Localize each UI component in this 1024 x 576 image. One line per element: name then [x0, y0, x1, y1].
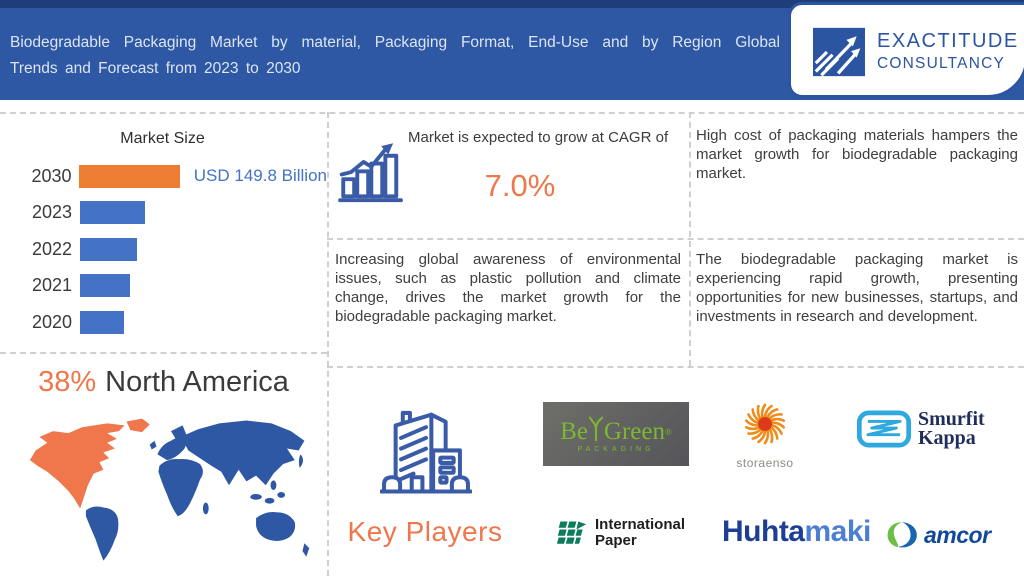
- logo-name-line1: EXACTITUDE: [877, 30, 1019, 52]
- bar-year-label: 2021: [31, 275, 72, 296]
- bar-row: 2020: [0, 304, 327, 341]
- bar: [80, 310, 124, 334]
- exactitude-arrows-icon: [813, 27, 865, 77]
- bar: [80, 201, 145, 225]
- report-title: Biodegradable Packaging Market by materi…: [10, 30, 780, 82]
- company-logo: EXACTITUDE CONSULTANCY: [788, 2, 1024, 98]
- bar-year-label: 2020: [31, 311, 72, 332]
- begreen-leaf-icon: [588, 416, 603, 441]
- ip-line2: Paper: [595, 532, 637, 549]
- building-icon: [380, 410, 472, 494]
- bar-row: 2021: [0, 268, 327, 305]
- cagr-value: 7.0%: [484, 168, 556, 203]
- insight-restraint: High cost of packaging materials hampers…: [696, 127, 1018, 182]
- chart-title: Market Size: [120, 130, 205, 147]
- divider-horizontal: [327, 366, 1024, 368]
- bar-value-label: USD 149.8 Billion: [193, 166, 327, 186]
- company-logo-text: EXACTITUDE CONSULTANCY: [877, 30, 1019, 73]
- huhtamaki-part2: maki: [804, 515, 872, 548]
- divider-vertical: [327, 112, 329, 576]
- growth-chart-icon: [338, 143, 403, 203]
- report-title-line2: Trends and Forecast from 2023 to 2030: [10, 60, 301, 77]
- logo-amcor: amcor: [884, 520, 991, 550]
- insight-opportunity: The biodegradable packaging market is ex…: [696, 251, 1018, 325]
- international-paper-icon: [556, 521, 587, 544]
- storaenso-sunburst-icon: [744, 403, 786, 445]
- region-share-value: 38%: [38, 366, 97, 398]
- cagr-lead-text: Market is expected to grow at CAGR of: [408, 129, 669, 146]
- begreen-part2: Green: [603, 417, 665, 445]
- divider-vertical: [689, 112, 691, 366]
- bar: [80, 237, 137, 261]
- ip-line1: International: [595, 516, 686, 533]
- map-greenland: [126, 418, 150, 433]
- divider-horizontal: [327, 238, 1024, 240]
- region-share-label: North America: [105, 366, 289, 398]
- bar: [79, 164, 180, 188]
- header-top-stripe: [0, 0, 1024, 8]
- bar-row: 2022: [0, 231, 327, 268]
- begreen-part1: Be: [560, 417, 588, 445]
- huhtamaki-part1: Huhta: [722, 515, 805, 548]
- region-share: 38% North America: [0, 366, 327, 399]
- logo-huhtamaki: Huhtamaki: [722, 515, 871, 549]
- bar-year-label: 2023: [31, 202, 72, 223]
- world-map: [29, 418, 310, 561]
- bar-rows: 2030 USD 149.8 Billion 2023 2022 2021 2020: [0, 158, 327, 341]
- bar-row: 2023: [0, 195, 327, 232]
- bar: [80, 274, 130, 298]
- logo-begreen: Be Green ® PACKAGING: [543, 402, 689, 466]
- report-title-line1: Biodegradable Packaging Market by materi…: [10, 34, 780, 51]
- smurfit-kappa-icon: [856, 410, 912, 448]
- divider-horizontal: [0, 352, 327, 354]
- amcor-swirl-icon: [887, 522, 917, 548]
- logo-international-paper: International Paper: [556, 517, 685, 551]
- logo-storaenso: storaenso: [733, 398, 797, 470]
- begreen-subtext: PACKAGING: [577, 445, 655, 453]
- divider-horizontal: [0, 112, 1024, 114]
- begreen-reg: ®: [665, 426, 672, 437]
- bar-year-label: 2022: [31, 238, 72, 259]
- logo-name-line2: CONSULTANCY: [877, 55, 1006, 72]
- storaenso-wordmark: storaenso: [736, 456, 794, 470]
- logo-smurfit-kappa: Smurfit Kappa: [856, 408, 985, 449]
- map-north-america: [29, 423, 125, 509]
- smurfit-line1: Smurfit: [918, 408, 985, 430]
- amcor-wordmark: amcor: [924, 521, 991, 548]
- key-players-heading: Key Players: [347, 516, 503, 547]
- bar-year-label: 2030: [31, 165, 72, 186]
- smurfit-line2: Kappa: [918, 427, 976, 449]
- bar-row: 2030 USD 149.8 Billion: [0, 158, 327, 195]
- insight-driver: Increasing global awareness of environme…: [335, 251, 681, 325]
